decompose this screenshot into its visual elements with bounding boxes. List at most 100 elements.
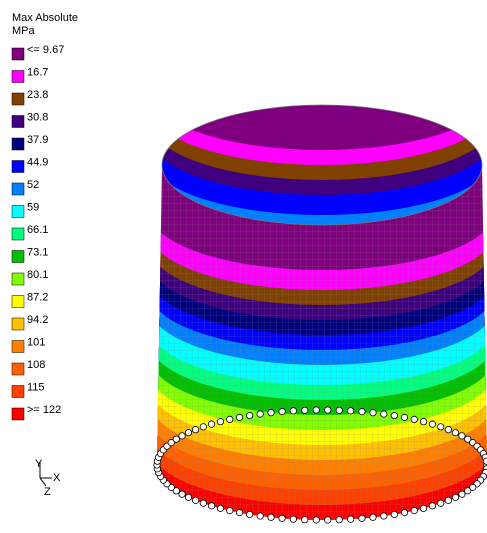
triad-z: Z	[44, 486, 51, 498]
support	[185, 429, 191, 435]
legend-swatch	[12, 273, 24, 285]
legend-swatch	[12, 408, 24, 420]
triad-y: Y	[35, 458, 43, 470]
legend-label: 23.8	[27, 89, 48, 101]
support	[268, 409, 274, 415]
support	[359, 515, 365, 521]
support	[208, 503, 214, 509]
support	[279, 408, 285, 414]
legend-swatch	[12, 183, 24, 195]
legend-swatch	[12, 71, 24, 83]
support	[246, 511, 252, 517]
support	[179, 433, 185, 439]
support	[347, 408, 353, 414]
support	[437, 424, 443, 430]
legend-swatch	[12, 251, 24, 263]
support	[452, 494, 458, 500]
legend: <= 9.6716.723.830.837.944.9525966.173.18…	[12, 44, 64, 420]
legend-label: 101	[27, 336, 45, 348]
legend-label: >= 122	[27, 404, 61, 416]
support	[217, 505, 223, 511]
legend-swatch	[12, 296, 24, 308]
support	[381, 513, 387, 519]
support	[437, 500, 443, 506]
support	[420, 418, 426, 424]
legend-swatch	[12, 116, 24, 128]
legend-label: 108	[27, 359, 45, 371]
support	[313, 517, 319, 523]
support	[347, 516, 353, 522]
legend-label: 115	[27, 381, 45, 393]
legend-label: 52	[27, 179, 39, 191]
legend-label: 37.9	[27, 134, 48, 146]
support	[257, 411, 263, 417]
legend-swatch	[12, 386, 24, 398]
support	[302, 407, 308, 413]
legend-label: 94.2	[27, 314, 48, 326]
legend-label: 30.8	[27, 111, 48, 123]
support	[185, 494, 191, 500]
support	[246, 412, 252, 418]
support	[257, 513, 263, 519]
support	[459, 491, 465, 497]
support	[227, 416, 233, 422]
legend-swatch	[12, 318, 24, 330]
support	[290, 516, 296, 522]
legend-label: 59	[27, 201, 39, 213]
support	[391, 511, 397, 517]
support	[420, 505, 426, 511]
support	[464, 488, 470, 494]
legend-label: 16.7	[27, 66, 48, 78]
support	[179, 491, 185, 497]
legend-swatch	[12, 138, 24, 150]
legend-label: 73.1	[27, 246, 48, 258]
support	[370, 514, 376, 520]
support	[445, 426, 451, 432]
z-axis	[40, 478, 46, 486]
support	[236, 414, 242, 420]
support	[483, 458, 487, 464]
legend-label: 87.2	[27, 291, 48, 303]
support	[452, 429, 458, 435]
support	[192, 497, 198, 503]
support	[429, 503, 435, 509]
support	[336, 407, 342, 413]
support	[268, 514, 274, 520]
support	[359, 408, 365, 414]
legend-swatch	[12, 341, 24, 353]
support	[401, 414, 407, 420]
legend-unit: MPa	[12, 25, 36, 37]
support	[336, 516, 342, 522]
legend-title: Max Absolute	[12, 12, 78, 24]
support	[200, 500, 206, 506]
support	[236, 509, 242, 515]
support	[217, 418, 223, 424]
legend-label: 44.9	[27, 156, 48, 168]
support	[459, 433, 465, 439]
support	[325, 407, 331, 413]
support	[370, 409, 376, 415]
support	[401, 509, 407, 515]
support	[325, 517, 331, 523]
legend-swatch	[12, 228, 24, 240]
legend-swatch	[12, 93, 24, 105]
legend-label: <= 9.67	[27, 44, 64, 56]
support	[200, 424, 206, 430]
support	[411, 416, 417, 422]
support	[445, 497, 451, 503]
support	[290, 408, 296, 414]
support	[279, 515, 285, 521]
support	[391, 412, 397, 418]
support	[192, 426, 198, 432]
legend-swatch	[12, 206, 24, 218]
page: {"legend": {"title": "Max Absolute", "un…	[0, 0, 487, 533]
legend-swatch	[12, 161, 24, 173]
support	[313, 407, 319, 413]
legend-swatch	[12, 48, 24, 60]
support	[429, 421, 435, 427]
support	[302, 516, 308, 522]
triad-x: X	[53, 472, 61, 484]
viewport: Max Absolute MPa <= 9.67 16.7 23.8 30.8 37.9…	[0, 0, 487, 533]
support	[173, 436, 179, 442]
support	[227, 507, 233, 513]
